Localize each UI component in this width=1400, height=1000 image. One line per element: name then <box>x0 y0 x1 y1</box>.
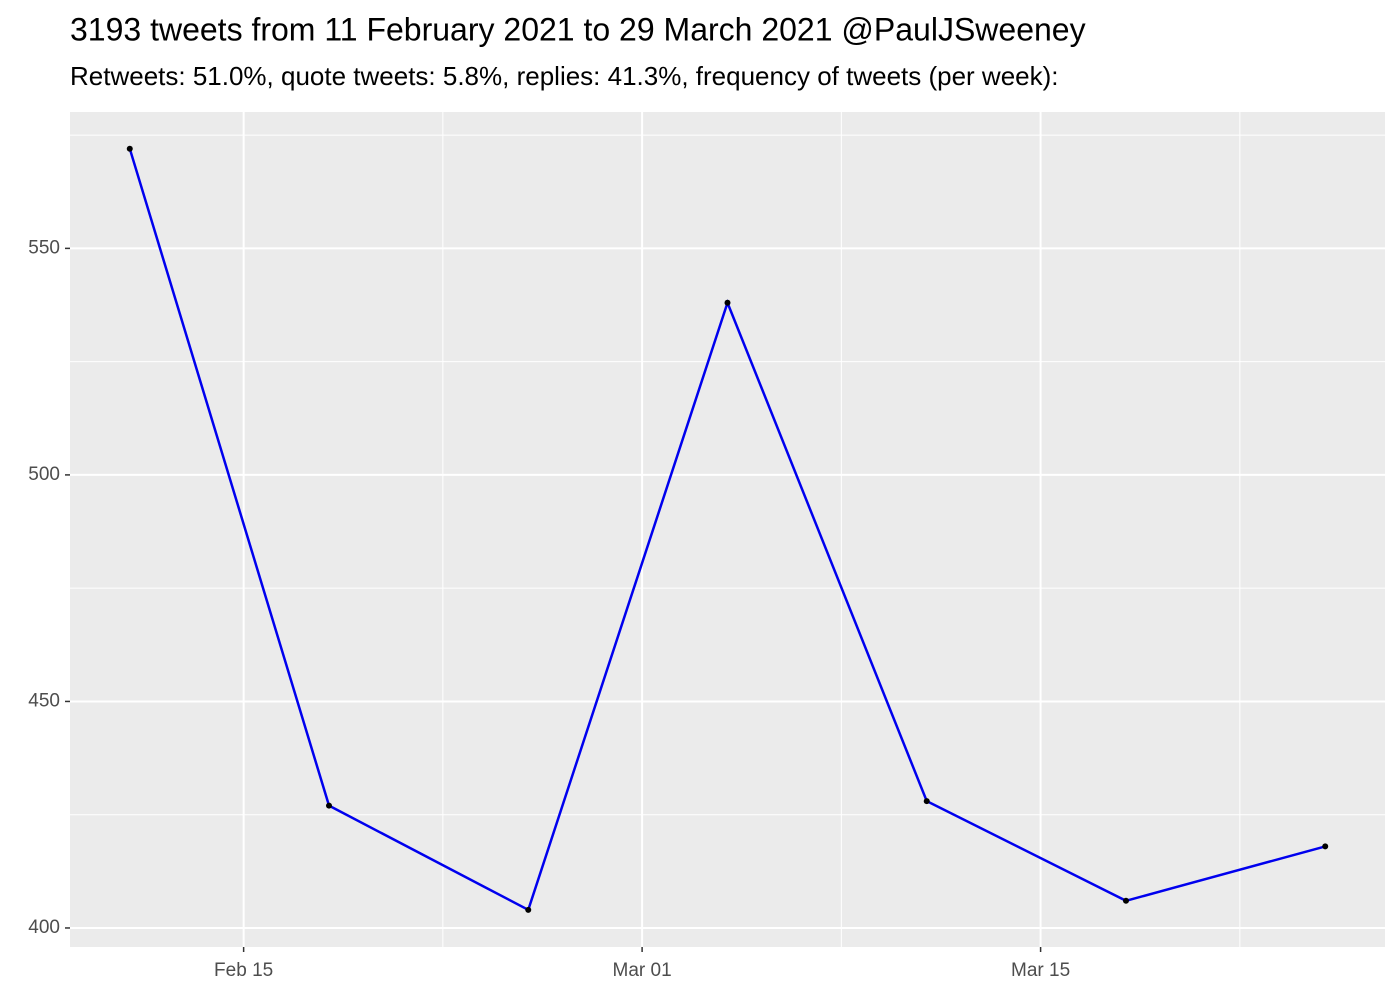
grid <box>70 112 1385 947</box>
plot-panel <box>70 112 1385 947</box>
y-tick-label: 500 <box>28 464 60 485</box>
point <box>126 145 133 152</box>
x-tick-label: Feb 15 <box>214 960 273 981</box>
x-tick-label: Mar 01 <box>613 960 672 981</box>
y-tick-label: 450 <box>28 690 60 711</box>
point <box>326 802 333 809</box>
point <box>525 906 532 913</box>
point <box>724 299 731 306</box>
point <box>1122 897 1129 904</box>
x-tick-label: Mar 15 <box>1011 960 1070 981</box>
y-tick-label: 400 <box>28 917 60 938</box>
y-tick-label: 550 <box>28 237 60 258</box>
axes: 400 450 500 550 Feb 15 Mar 01 Mar 15 <box>28 237 1070 981</box>
chart-subtitle: Retweets: 51.0%, quote tweets: 5.8%, rep… <box>70 61 1059 91</box>
marks <box>126 145 1329 913</box>
point <box>923 798 930 805</box>
point <box>1322 843 1329 850</box>
chart-title: 3193 tweets from 11 February 2021 to 29 … <box>70 11 1086 47</box>
